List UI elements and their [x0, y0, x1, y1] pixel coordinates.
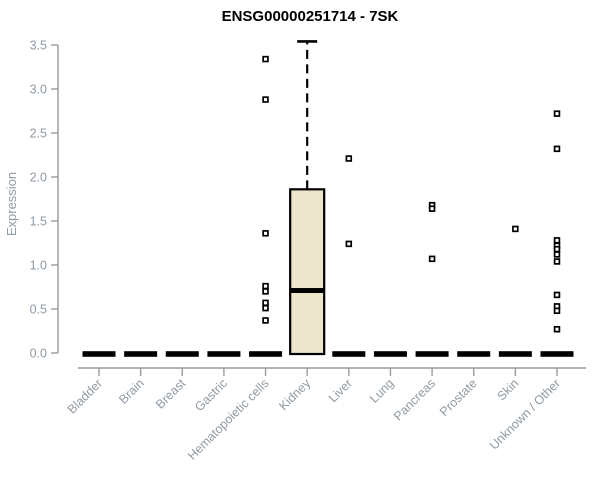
x-category-label: Liver [326, 376, 355, 405]
outlier-point [262, 299, 269, 307]
x-category-label: Pancreas [391, 376, 438, 423]
y-tick-label: 1.0 [30, 259, 47, 273]
x-category-label: Skin [494, 376, 521, 403]
collapsed-box [457, 351, 491, 357]
collapsed-box [82, 351, 116, 357]
outlier-point [553, 237, 561, 244]
outlier-point [262, 288, 269, 295]
box [289, 188, 326, 356]
outlier-point [262, 304, 269, 312]
x-category-label: Bladder [65, 376, 105, 416]
x-category-label: Unknown / Other [487, 376, 563, 452]
y-tick-label: 0.5 [30, 303, 47, 317]
collapsed-box [498, 351, 532, 357]
outlier-point [262, 282, 269, 290]
collapsed-box [124, 351, 158, 357]
outlier-point [428, 205, 436, 212]
outlier-point [512, 225, 519, 233]
x-category-label: Hematopoietic cells [185, 376, 272, 463]
y-tick-label: 1.5 [30, 215, 47, 229]
outlier-point [345, 155, 353, 162]
outlier-point [553, 325, 561, 333]
collapsed-box [332, 351, 366, 357]
y-tick-label: 3.0 [30, 83, 47, 97]
x-category-label: Prostate [437, 376, 480, 419]
y-tick-label: 2.0 [30, 171, 47, 185]
x-category-label: Gastric [192, 376, 230, 414]
x-category-label: Kidney [276, 376, 313, 413]
y-tick-label: 2.5 [30, 127, 47, 141]
y-axis-label: Expression [4, 172, 19, 236]
box-median [290, 288, 325, 294]
collapsed-box [373, 351, 407, 357]
outlier-point [553, 110, 561, 117]
outlier-point [262, 55, 269, 63]
collapsed-box [540, 351, 574, 357]
outlier-point [345, 240, 353, 248]
x-category-label: Lung [367, 376, 397, 406]
y-tick-label: 0.0 [30, 347, 47, 361]
outlier-point [553, 245, 561, 253]
collapsed-box [207, 351, 241, 357]
outlier-point [553, 291, 561, 299]
collapsed-box [249, 351, 283, 357]
chart-title: ENSG00000251714 - 7SK [222, 8, 399, 25]
outlier-point [553, 258, 561, 265]
outlier-point [262, 230, 269, 237]
outlier-point [553, 251, 561, 258]
x-category-label: Breast [153, 376, 189, 412]
x-category-label: Brain [116, 376, 147, 407]
outlier-point [262, 317, 269, 324]
outlier-point [262, 96, 269, 103]
collapsed-box [165, 351, 199, 357]
plot-area: 0.0 0.5 1.0 1.5 2.0 2.5 3.0 3.5 Bladder Brain Brea… [30, 39, 586, 463]
outlier-point [553, 307, 561, 315]
y-tick-label: 3.5 [30, 39, 47, 53]
outlier-point [428, 255, 436, 263]
outlier-point [553, 145, 561, 153]
collapsed-box [415, 351, 449, 357]
